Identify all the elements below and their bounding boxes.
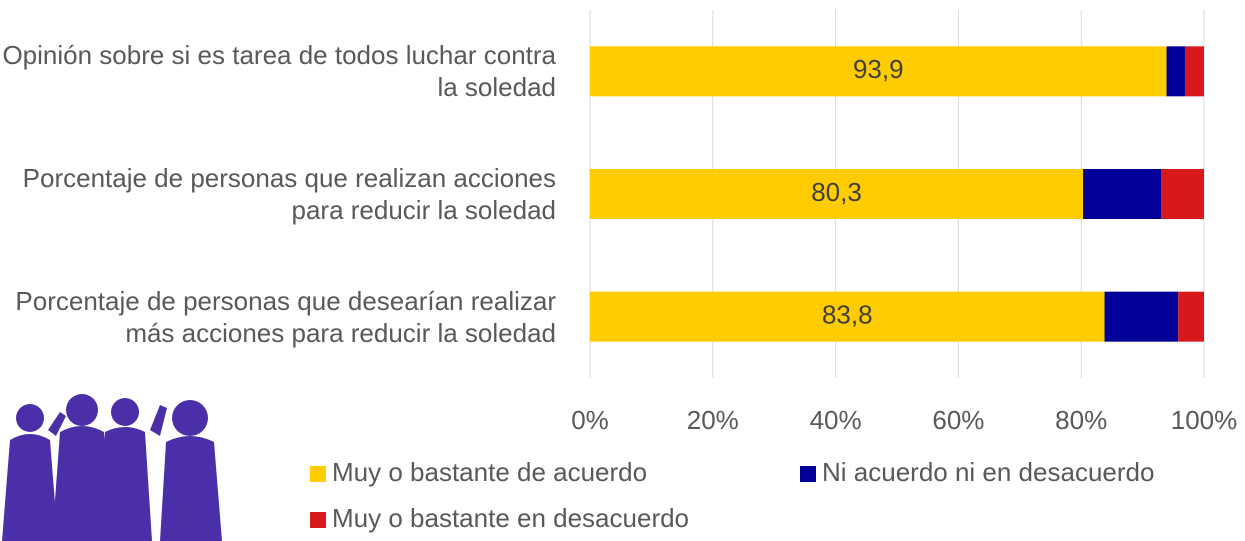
data-label: 93,9 — [853, 54, 904, 84]
bar-segment — [1178, 292, 1204, 342]
data-label: 83,8 — [822, 300, 873, 330]
y-tick-label: Porcentaje de personas que desearían rea… — [0, 285, 556, 349]
legend-label: Ni acuerdo ni en desacuerdo — [822, 457, 1154, 487]
legend-swatch — [310, 466, 326, 482]
x-tick-label: 0% — [571, 405, 609, 435]
bar-segment — [1185, 46, 1204, 96]
y-tick-label: Porcentaje de personas que realizan acci… — [0, 162, 556, 226]
x-tick-label: 60% — [932, 405, 984, 435]
bar-segment — [1161, 169, 1204, 219]
people-illustration — [2, 394, 222, 541]
x-tick-label: 20% — [687, 405, 739, 435]
data-label: 80,3 — [811, 177, 862, 207]
bar-segment — [1167, 46, 1185, 96]
x-tick-label: 80% — [1055, 405, 1107, 435]
legend-swatch — [310, 512, 326, 528]
bar-segment — [1083, 169, 1161, 219]
x-tick-label: 40% — [810, 405, 862, 435]
legend-swatch — [800, 466, 816, 482]
chart: 0% 20% 40% 60% 80% 100% 93,9 80,3 83,8 Muy o bast… — [0, 0, 1245, 541]
x-tick-label: 100% — [1171, 405, 1238, 435]
y-tick-label: Opinión sobre si es tarea de todos lucha… — [0, 39, 556, 103]
legend-label: Muy o bastante en desacuerdo — [332, 503, 689, 533]
legend-label: Muy o bastante de acuerdo — [332, 457, 647, 487]
bar-segment — [1105, 292, 1179, 342]
